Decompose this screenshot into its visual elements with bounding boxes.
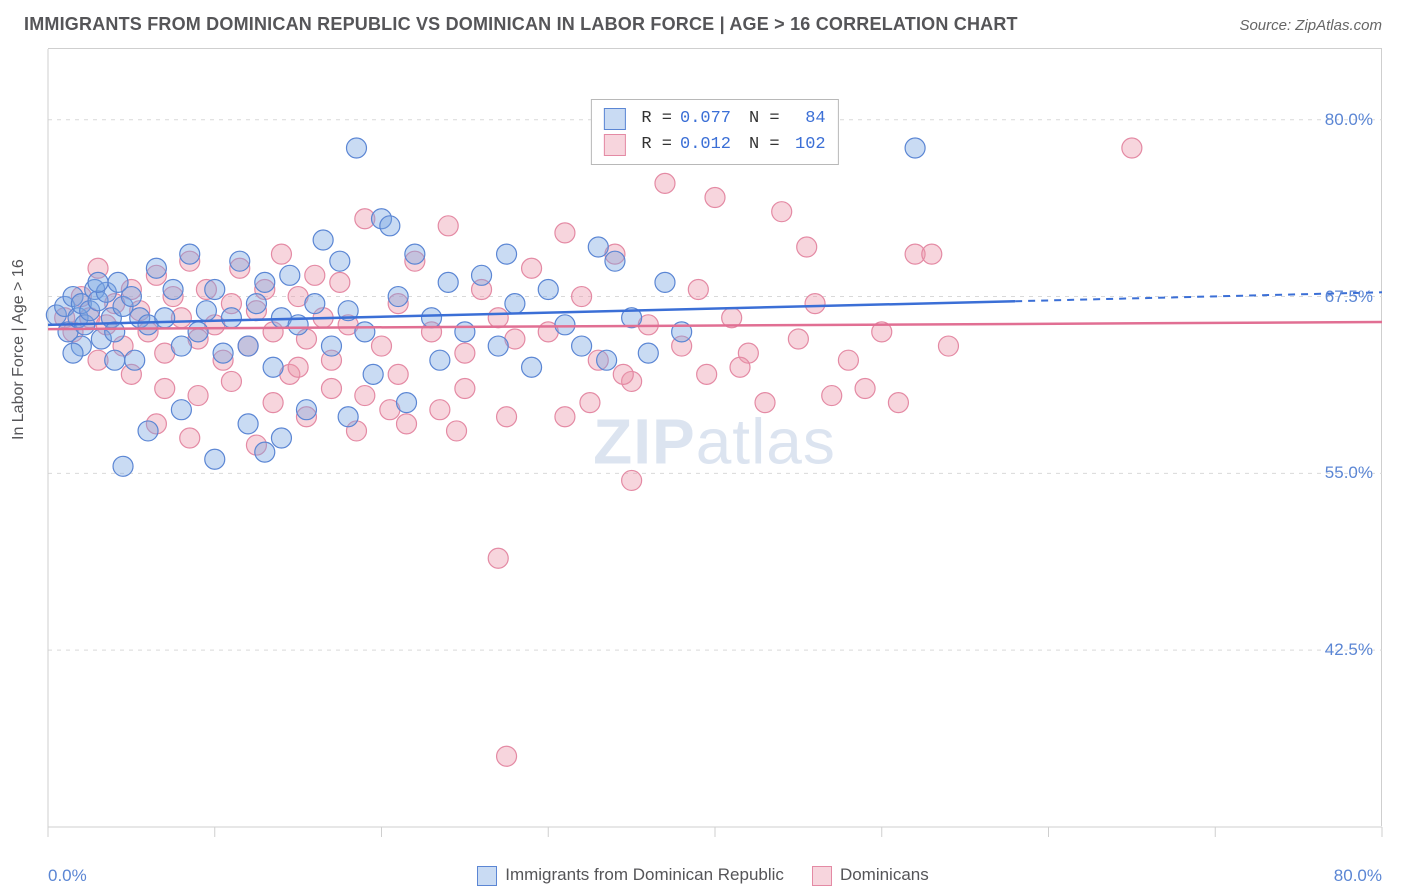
legend-swatch bbox=[603, 108, 625, 130]
y-tick-label: 55.0% bbox=[1325, 463, 1373, 483]
y-tick-label: 42.5% bbox=[1325, 640, 1373, 660]
footer-legend-item: Dominicans bbox=[812, 865, 929, 886]
chart-title: IMMIGRANTS FROM DOMINICAN REPUBLIC VS DO… bbox=[24, 14, 1018, 35]
legend-n-label: N = bbox=[749, 132, 780, 158]
legend-r-value: 0.077 bbox=[680, 106, 731, 132]
legend-n-label: N = bbox=[749, 106, 780, 132]
legend-label: Immigrants from Dominican Republic bbox=[505, 865, 784, 884]
legend-r-value: 0.012 bbox=[680, 132, 731, 158]
correlation-legend: R = 0.077 N = 84 R = 0.012 N = 102 bbox=[590, 99, 838, 165]
source-label: Source: ZipAtlas.com bbox=[1239, 17, 1382, 34]
plot-area: ZIPatlas R = 0.077 N = 84 R = 0.012 N = … bbox=[48, 48, 1382, 826]
legend-row: R = 0.077 N = 84 bbox=[603, 106, 825, 132]
legend-label: Dominicans bbox=[840, 865, 929, 884]
legend-n-value: 102 bbox=[788, 132, 826, 158]
legend-row: R = 0.012 N = 102 bbox=[603, 132, 825, 158]
footer-legend: Immigrants from Dominican Republic Domini… bbox=[0, 865, 1406, 886]
y-tick-label: 67.5% bbox=[1325, 287, 1373, 307]
legend-swatch bbox=[812, 866, 832, 886]
legend-r-label: R = bbox=[641, 132, 672, 158]
y-tick-label: 80.0% bbox=[1325, 110, 1373, 130]
legend-n-value: 84 bbox=[788, 106, 826, 132]
legend-r-label: R = bbox=[641, 106, 672, 132]
legend-swatch bbox=[603, 134, 625, 156]
scatter-chart bbox=[48, 49, 1382, 827]
legend-swatch bbox=[477, 866, 497, 886]
footer-legend-item: Immigrants from Dominican Republic bbox=[477, 865, 784, 886]
y-axis-label: In Labor Force | Age > 16 bbox=[10, 259, 28, 440]
